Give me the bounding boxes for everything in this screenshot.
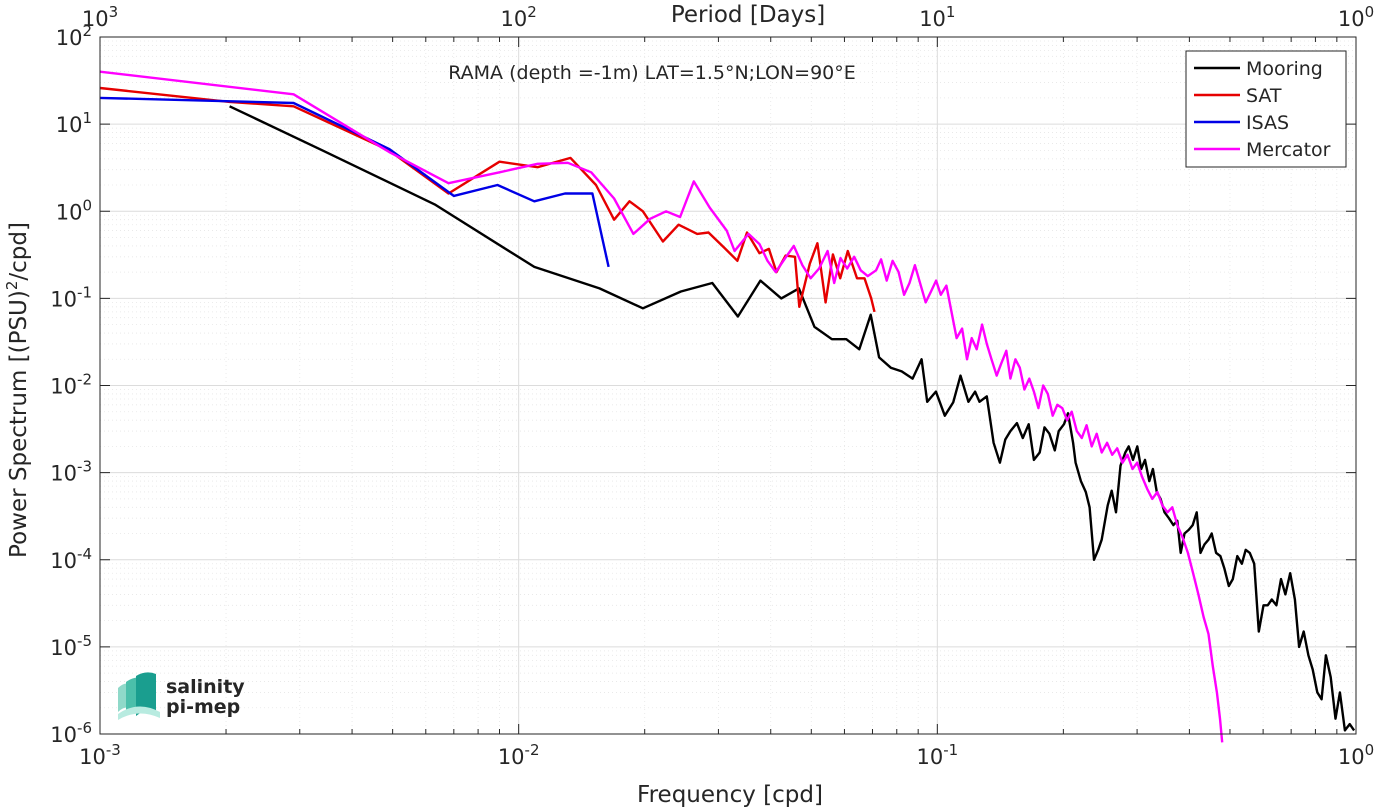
- y-tick-label: 10-5: [50, 632, 92, 660]
- legend-box: [1185, 50, 1347, 168]
- x-tick-label: 10-1: [916, 741, 958, 769]
- period-tick-label: 100: [1338, 3, 1374, 31]
- chart-annotation: RAMA (depth =-1m) LAT=1.5°N;LON=90°E: [448, 62, 856, 84]
- y-tick-label: 102: [56, 22, 92, 50]
- y-tick-label: 10-4: [50, 545, 92, 573]
- y-tick-label: 10-1: [50, 283, 92, 311]
- logo-text-salinity: salinity: [166, 676, 245, 698]
- salinity-pi-mep-logo: salinity pi-mep: [118, 672, 245, 720]
- y-axis-title: Power Spectrum [(PSU)2/cpd]: [3, 222, 32, 558]
- y-tick-label: 101: [56, 109, 92, 137]
- logo-text-pi-mep: pi-mep: [166, 696, 240, 718]
- period-tick-label: 102: [501, 3, 537, 31]
- legend: Mooring SAT ISAS Mercator: [1185, 50, 1347, 168]
- series-layer: [99, 70, 1356, 743]
- y-axis-title-part2: /cpd]: [6, 222, 32, 281]
- x-tick-label: 100: [1338, 741, 1374, 769]
- legend-label-mooring: Mooring: [1246, 58, 1323, 80]
- series-line-mercator: [99, 70, 1224, 743]
- legend-label-sat: SAT: [1246, 85, 1282, 107]
- legend-label-isas: ISAS: [1246, 112, 1289, 134]
- y-tick-label: 10-3: [50, 458, 92, 486]
- y-axis-title-exponent: 2: [3, 281, 21, 291]
- y-tick-label: 100: [56, 196, 92, 224]
- period-tick-label: 103: [82, 3, 118, 31]
- logo-wave-icon: [118, 672, 160, 720]
- y-tick-label: 10-6: [50, 719, 92, 747]
- x-axis-title: Frequency [cpd]: [637, 782, 823, 808]
- series-line-sat: [99, 86, 876, 313]
- series-line-isas: [99, 96, 610, 268]
- period-axis-title: Period [Days]: [671, 2, 825, 28]
- y-axis-title-part1: Power Spectrum [(PSU): [6, 290, 32, 558]
- x-tick-label: 10-2: [498, 741, 540, 769]
- x-tick-label: 10-3: [79, 741, 121, 769]
- legend-label-mercator: Mercator: [1246, 139, 1331, 161]
- series-line-mooring: [229, 105, 1356, 732]
- period-tick-label: 101: [919, 3, 955, 31]
- y-tick-label: 10-2: [50, 371, 92, 399]
